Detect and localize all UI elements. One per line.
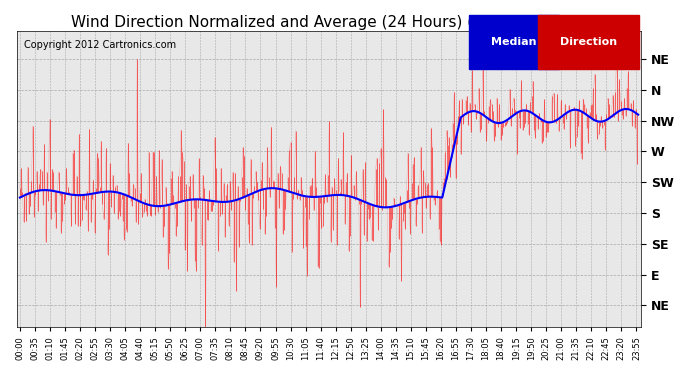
Title: Wind Direction Normalized and Average (24 Hours) (Old) 20121025: Wind Direction Normalized and Average (2… (71, 15, 587, 30)
Text: Median: Median (491, 37, 537, 47)
Text: Direction: Direction (560, 37, 617, 47)
Text: Copyright 2012 Cartronics.com: Copyright 2012 Cartronics.com (23, 40, 176, 50)
